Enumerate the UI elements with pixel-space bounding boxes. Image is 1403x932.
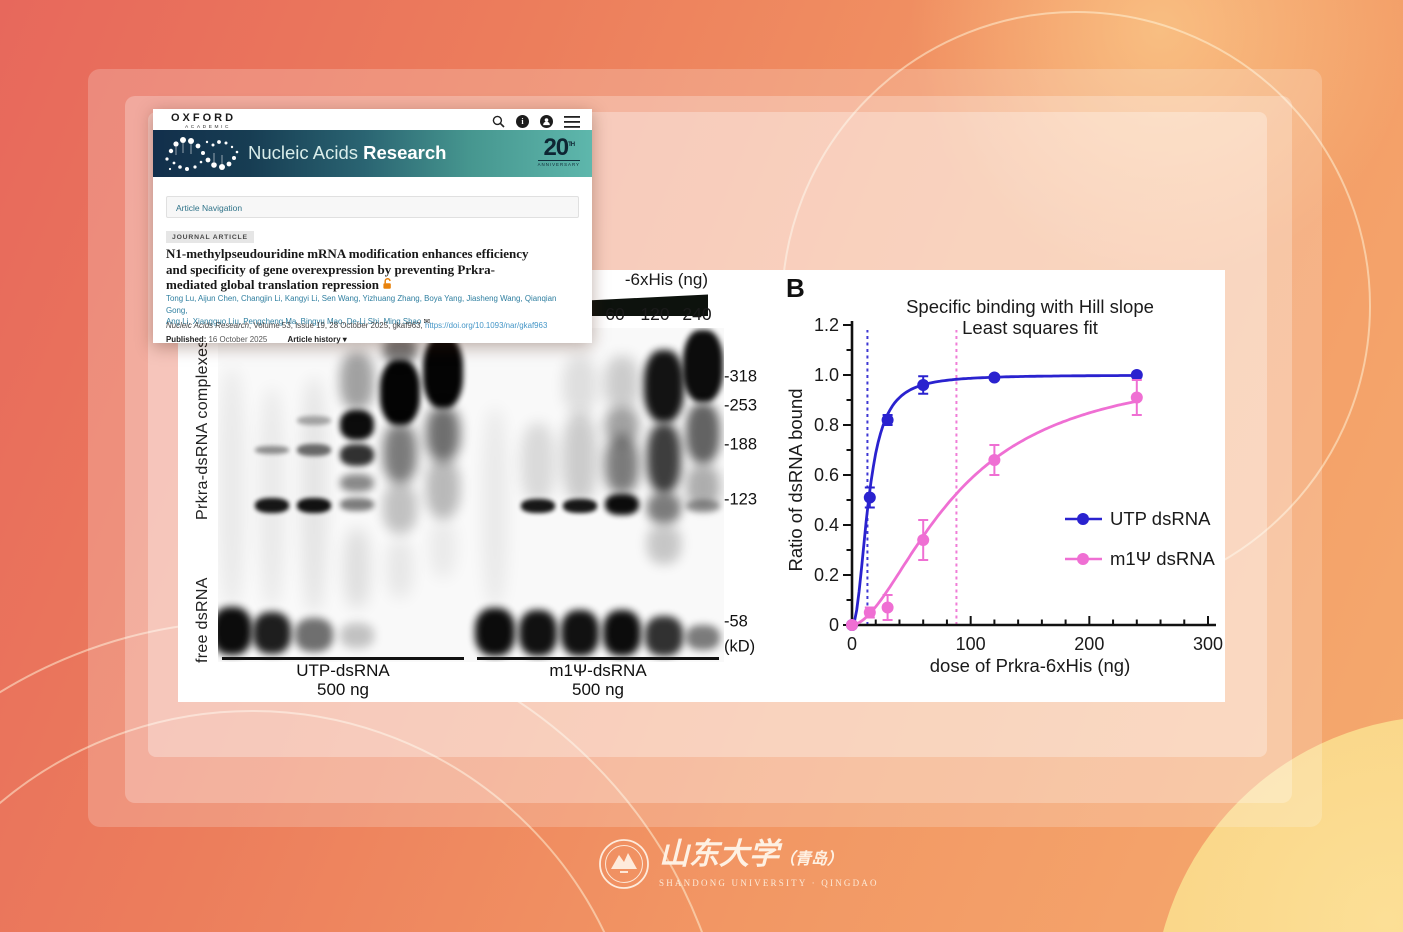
- account-icon[interactable]: [540, 115, 553, 128]
- journal-banner[interactable]: Nucleic Acids Research 20TH ANNIVERSARY: [153, 130, 592, 177]
- university-name-en: SHANDONG UNIVERSITY · QINGDAO: [659, 878, 879, 888]
- binding-chart: 0 100 200 300 0 0.2 0.4 0.6 0.8 1.0 1.2 B Specific b…: [780, 273, 1228, 695]
- gel-dose-label: 120: [640, 304, 670, 324]
- anniversary-20-logo: 20TH ANNIVERSARY: [537, 134, 580, 167]
- svg-text:200: 200: [1074, 634, 1104, 654]
- svg-text:1.0: 1.0: [814, 365, 839, 385]
- article-title: N1-methylpseudouridine mRNA modification…: [166, 246, 529, 292]
- gel-group-label: UTP-dsRNA 500 ng: [296, 661, 390, 699]
- svg-text:Specific binding with Hill slo: Specific binding with Hill slope: [906, 296, 1154, 317]
- svg-text:0: 0: [847, 634, 857, 654]
- svg-text:UTP dsRNA: UTP dsRNA: [1110, 508, 1211, 529]
- svg-text:0.2: 0.2: [814, 565, 839, 585]
- citation-line: Nucleic Acids Research, Volume 53, Issue…: [166, 321, 548, 330]
- published-row: Published: 16 October 2025 Article histo…: [166, 335, 347, 344]
- article-history-toggle[interactable]: Article history ▾: [287, 335, 347, 344]
- gel-label-free-dsrna: free dsRNA: [194, 577, 211, 663]
- gel-mw-marker: -318: [724, 367, 758, 386]
- gel-mw-marker: (kD): [724, 637, 756, 656]
- gel-mw-marker: -253: [724, 396, 758, 415]
- binding-chart-svg: 0 100 200 300 0 0.2 0.4 0.6 0.8 1.0 1.2 B Specific b…: [785, 273, 1223, 676]
- gel-mw-marker: -58: [724, 612, 748, 631]
- svg-text:Ratio of dsRNA bound: Ratio of dsRNA bound: [785, 388, 806, 571]
- doi-link[interactable]: https://doi.org/10.1093/nar/gkaf963: [424, 321, 548, 330]
- university-name-cn: 山东大学（青岛）: [659, 837, 844, 872]
- svg-text:0: 0: [829, 615, 839, 635]
- journal-article-badge: JOURNAL ARTICLE: [166, 231, 254, 243]
- journal-title: Nucleic Acids Research: [248, 142, 447, 163]
- dna-helix-icon: [165, 137, 239, 171]
- svg-text:1.2: 1.2: [814, 315, 839, 335]
- gel-wedge-label: -6xHis (ng): [624, 270, 708, 289]
- gel-group-label: m1Ψ-dsRNA 500 ng: [549, 661, 647, 699]
- article-card: OXFORD ACADEMIC i: [153, 109, 592, 344]
- gel-mw-marker: -188: [724, 435, 758, 454]
- author-list[interactable]: Tong Lu, Aijun Chen, Changjin Li, Kangyi…: [166, 294, 557, 326]
- svg-text:0.4: 0.4: [814, 515, 839, 535]
- search-icon[interactable]: [492, 115, 505, 128]
- article-navigation-bar[interactable]: Article Navigation: [166, 196, 579, 218]
- gel-dose-label: 240: [682, 304, 712, 324]
- gel-figure: -6xHis (ng) 60 120 240 Prkra-dsRNA complex…: [194, 270, 757, 702]
- gel-mw-marker: -123: [724, 490, 758, 509]
- gel-image: [218, 328, 724, 662]
- svg-text:B: B: [786, 275, 805, 303]
- open-access-icon: [383, 278, 392, 289]
- info-icon[interactable]: i: [516, 115, 529, 128]
- gel-label-complexes: Prkra-dsRNA complexes: [194, 339, 211, 521]
- university-logo: 山东大学（青岛） SHANDONG UNIVERSITY · QINGDAO: [598, 838, 879, 890]
- gel-dose-label: 60: [605, 304, 625, 324]
- email-icon[interactable]: ✉: [423, 317, 431, 326]
- university-seal-icon: [599, 839, 649, 889]
- svg-text:dose of Prkra-6xHis (ng): dose of Prkra-6xHis (ng): [930, 655, 1130, 676]
- svg-text:100: 100: [956, 634, 986, 654]
- menu-icon[interactable]: [564, 115, 580, 128]
- svg-text:0.8: 0.8: [814, 415, 839, 435]
- svg-text:300: 300: [1193, 634, 1223, 654]
- svg-text:Least squares fit: Least squares fit: [962, 317, 1098, 338]
- oxford-academic-logo[interactable]: OXFORD ACADEMIC: [171, 112, 237, 131]
- svg-text:m1Ψ dsRNA: m1Ψ dsRNA: [1110, 548, 1216, 569]
- svg-text:0.6: 0.6: [814, 465, 839, 485]
